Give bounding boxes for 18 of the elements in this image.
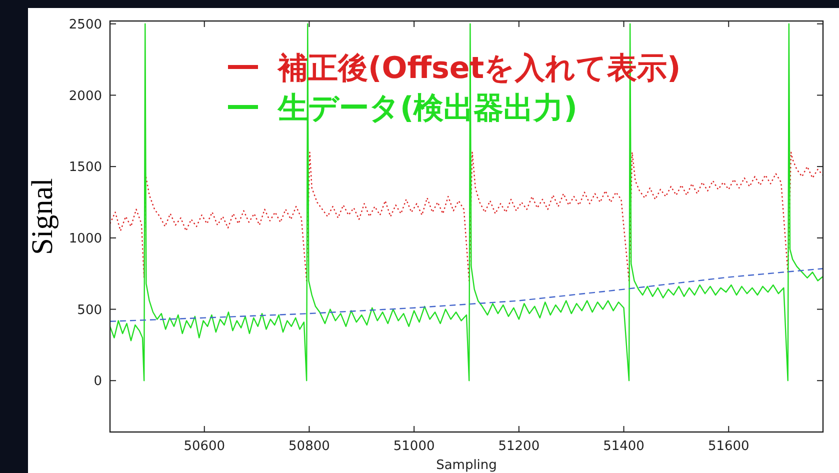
x-tick-label: 51200 — [498, 439, 540, 454]
y-tick-label: 1000 — [68, 231, 102, 246]
x-tick-label: 51600 — [708, 439, 750, 454]
line-series — [110, 152, 823, 282]
y-tick-label: 2500 — [68, 17, 102, 32]
legend-label: 生データ(検出器出力) — [277, 91, 578, 126]
line-series — [110, 268, 823, 322]
line-series — [110, 23, 823, 382]
x-tick-label: 50800 — [288, 439, 330, 454]
y-tick-label: 1500 — [68, 160, 102, 176]
x-tick-label: 51400 — [603, 439, 644, 454]
x-axis-title: Sampling — [436, 458, 497, 473]
y-tick-label: 500 — [77, 302, 102, 318]
x-tick-label: 50600 — [184, 439, 226, 454]
y-tick-label: 2000 — [68, 88, 102, 104]
y-axis-title: Signal — [26, 178, 59, 255]
x-tick-label: 51000 — [393, 439, 435, 454]
y-tick-label: 0 — [94, 374, 102, 390]
